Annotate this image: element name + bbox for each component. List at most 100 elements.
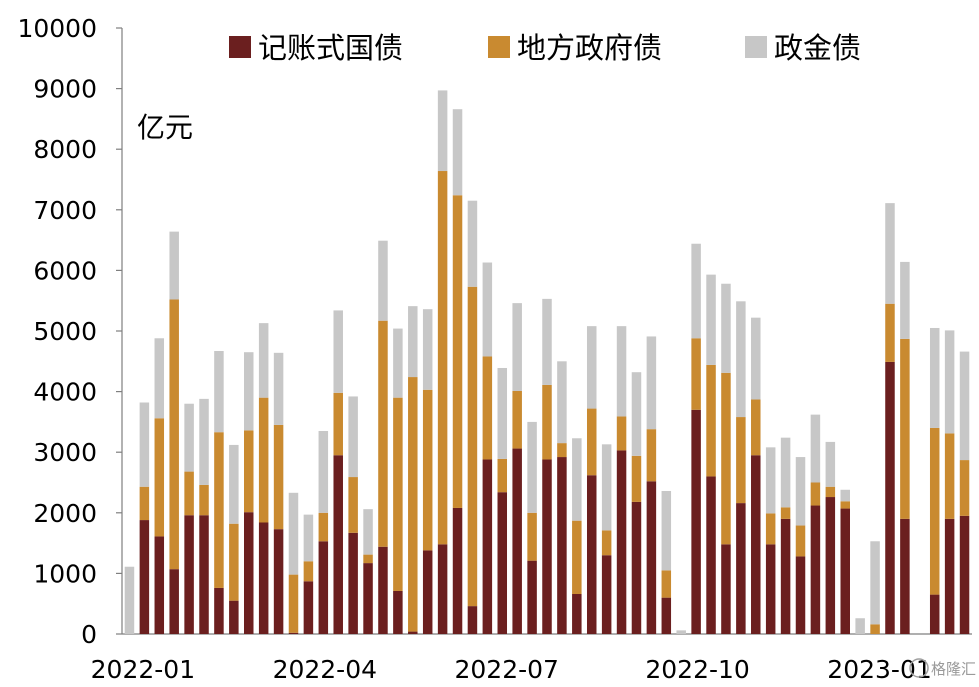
bar-segment-local-gov (214, 432, 224, 588)
bar-segment-local-gov (616, 416, 627, 451)
bar-segment-local-gov (229, 523, 239, 601)
bar-segment-local-gov (959, 460, 970, 516)
bar-segment-treasury (527, 560, 537, 634)
bar-segment-local-gov (184, 471, 194, 516)
bar-segment-local-gov (900, 338, 910, 519)
y-tick-label: 7000 (33, 196, 97, 225)
bar-segment-treasury (751, 455, 761, 634)
bar-segment-local-gov (512, 390, 522, 449)
bar-segment-treasury (139, 520, 150, 634)
bar-segment-local-gov (646, 429, 657, 482)
bar-segment-policy-bank (840, 489, 850, 502)
bar-segment-treasury (825, 497, 836, 634)
unit-label: 亿元 (137, 111, 193, 144)
bar-segment-local-gov (393, 397, 403, 591)
bar-segment-policy-bank (154, 338, 165, 419)
bar-segment-local-gov (572, 520, 582, 595)
y-tick-label: 5000 (33, 317, 97, 346)
bar-segment-policy-bank (795, 457, 806, 526)
bar-segment-local-gov (303, 561, 314, 582)
bar-segment-local-gov (378, 320, 388, 547)
bar-segment-treasury (765, 544, 776, 634)
bar-segment-policy-bank (870, 541, 880, 625)
bar-segment-local-gov (497, 458, 508, 493)
bar-segment-policy-bank (691, 243, 701, 339)
bar-segment-policy-bank (527, 421, 537, 513)
bar-segment-local-gov (840, 501, 850, 509)
bar-segment-policy-bank (601, 444, 612, 531)
bar-segment-treasury (199, 515, 209, 634)
bar-segment-treasury (721, 544, 731, 634)
x-tick-labels: 2022-01 2022-04 2022-07 2022-10 2023-01 (91, 655, 932, 684)
bar-segment-local-gov (751, 399, 761, 456)
bar-segment-treasury (736, 503, 746, 634)
bar-segment-local-gov (691, 338, 701, 410)
bar-segment-local-gov (244, 430, 254, 513)
bar-segment-policy-bank (810, 414, 821, 483)
bar-segment-policy-bank (408, 306, 418, 378)
bar-segment-treasury (333, 455, 343, 634)
bar-segment-local-gov (408, 377, 418, 632)
bar-segment-local-gov (482, 356, 493, 460)
y-tick-label: 8000 (33, 135, 97, 164)
bar-segment-policy-bank (944, 330, 955, 434)
bar-segment-local-gov (721, 372, 731, 545)
bar-segment-policy-bank (751, 317, 761, 400)
bar-segment-treasury (646, 481, 657, 634)
watermark-logo-icon (909, 658, 929, 678)
bar-segment-policy-bank (736, 301, 746, 418)
bar-segment-treasury (542, 459, 552, 634)
bar-segment-policy-bank (512, 303, 522, 391)
bar-segment-local-gov (273, 424, 284, 530)
bar-segment-policy-bank (393, 328, 403, 398)
bar-segment-local-gov (810, 482, 821, 506)
bar-segment-treasury (184, 515, 194, 634)
bar-segment-policy-bank (780, 437, 791, 508)
x-tick-label: 2022-04 (273, 655, 377, 684)
bar-segment-policy-bank (199, 398, 209, 485)
bar-segment-treasury (631, 501, 642, 634)
bar-segment-treasury (154, 536, 165, 634)
bar-segment-local-gov (601, 530, 612, 556)
watermark-text: 格隆汇 (931, 660, 976, 678)
bar-segment-treasury (780, 518, 791, 634)
y-tick-label: 2000 (33, 499, 97, 528)
x-tick-label: 2022-07 (455, 655, 559, 684)
bar-segment-treasury (482, 459, 493, 634)
bar-segment-local-gov (288, 574, 299, 633)
bar-segment-policy-bank (333, 310, 343, 393)
bars (124, 90, 970, 634)
bar-segment-policy-bank (258, 323, 269, 398)
bar-segment-policy-bank (885, 203, 895, 304)
bar-segment-local-gov (557, 443, 567, 458)
bar-segment-policy-bank (318, 430, 329, 513)
bar-segment-local-gov (318, 512, 329, 542)
bar-segment-local-gov (944, 433, 955, 519)
bar-segment-policy-bank (482, 262, 493, 357)
bar-segment-treasury (229, 600, 239, 634)
legend: 记账式国债 地方政府债 政金债 (229, 31, 861, 65)
bar-segment-local-gov (527, 512, 537, 561)
bar-segment-local-gov (586, 408, 597, 476)
y-tick-label: 1000 (33, 559, 97, 588)
bar-segment-treasury (959, 515, 970, 634)
bar-segment-policy-bank (765, 447, 776, 514)
bar-segment-treasury (258, 522, 269, 634)
bar-segment-local-gov (780, 507, 791, 519)
bar-segment-treasury (795, 556, 806, 634)
bar-segment-policy-bank (422, 309, 433, 390)
bar-segment-treasury (586, 475, 597, 634)
bar-segment-policy-bank (929, 327, 940, 428)
bar-segment-local-gov (631, 455, 642, 502)
bar-segment-treasury (214, 587, 224, 634)
bar-segment-treasury (378, 546, 388, 634)
bar-segment-policy-bank (184, 403, 194, 472)
bar-segment-treasury (810, 505, 821, 634)
x-tick-label: 2022-01 (91, 655, 195, 684)
bar-segment-policy-bank (959, 351, 970, 461)
bar-segment-local-gov (870, 624, 880, 634)
bar-segment-local-gov (467, 286, 478, 607)
y-tick-label: 4000 (33, 378, 97, 407)
legend-swatch (229, 36, 251, 58)
